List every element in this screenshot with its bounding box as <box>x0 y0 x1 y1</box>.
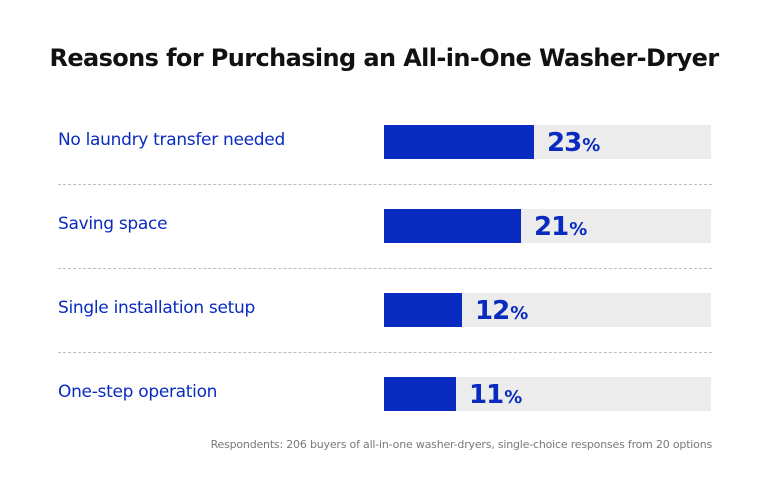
data-label-unit: % <box>504 387 522 408</box>
category-label: Single installation setup <box>58 298 255 318</box>
data-label-number: 11 <box>469 380 504 410</box>
data-label-number: 21 <box>534 212 569 242</box>
bar-track: 12% <box>384 293 711 327</box>
data-label-number: 12 <box>475 296 510 326</box>
data-label: 11% <box>469 377 522 411</box>
category-label: No laundry transfer needed <box>58 130 285 150</box>
footnote: Respondents: 206 buyers of all-in-one wa… <box>210 438 713 451</box>
data-label: 12% <box>475 293 528 327</box>
row-divider <box>58 352 712 353</box>
data-label: 21% <box>534 209 587 243</box>
bar-track: 23% <box>384 125 711 159</box>
bar <box>384 125 534 159</box>
category-label: Saving space <box>58 214 168 234</box>
data-label-unit: % <box>510 303 528 324</box>
bar-track: 21% <box>384 209 711 243</box>
row-divider <box>58 268 712 269</box>
bar-track: 11% <box>384 377 711 411</box>
data-label-number: 23 <box>547 128 582 158</box>
data-label-unit: % <box>582 135 600 156</box>
chart-title: Reasons for Purchasing an All-in-One Was… <box>49 44 719 72</box>
bar <box>384 377 456 411</box>
bar <box>384 293 462 327</box>
bar <box>384 209 521 243</box>
category-label: One-step operation <box>58 382 218 402</box>
row-divider <box>58 184 712 185</box>
data-label-unit: % <box>569 219 587 240</box>
data-label: 23% <box>547 125 600 159</box>
